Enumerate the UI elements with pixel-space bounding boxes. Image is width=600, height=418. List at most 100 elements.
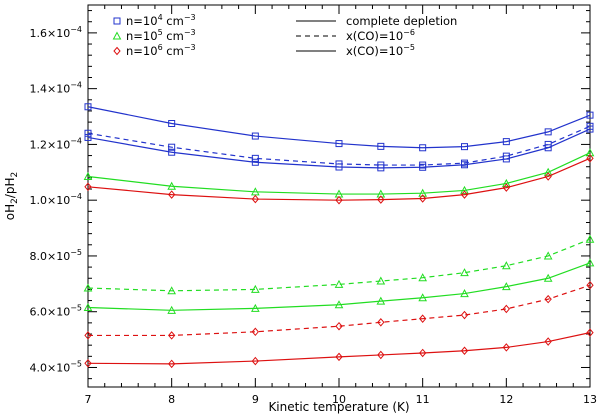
series-layer [83,103,595,369]
data-point-triangle [167,286,177,295]
data-point-diamond [84,331,92,340]
legend-label: n=104 cm−3 [126,13,196,28]
data-point-triangle [376,296,386,305]
data-point-diamond [84,182,92,192]
series-line [87,125,591,166]
series-line [87,262,591,311]
data-point-triangle [83,283,93,292]
legend-entry-density: n=106 cm−3 [113,43,196,58]
data-point-triangle [250,303,260,312]
data-point-triangle [418,273,428,282]
x-tick-label: 10 [332,393,346,406]
data-point-diamond [586,328,594,337]
data-point-diamond [377,350,385,360]
data-point-triangle [334,300,344,309]
data-point-triangle [376,276,386,285]
data-point-triangle [460,268,469,277]
data-point-diamond [502,183,510,192]
data-point-square [544,144,552,152]
data-point-square [251,154,259,162]
y-tick-label: 1.6×10−4 [29,25,82,40]
data-point-square [586,125,594,133]
data-point-square [168,148,176,156]
legend-entry-density: n=105 cm−3 [112,28,196,43]
data-point-triangle [83,171,93,180]
y-axis-label-sub: 2 [10,198,20,204]
series-line [88,284,591,337]
data-point-triangle [501,178,511,187]
data-point-triangle [585,234,595,243]
data-point-diamond [586,154,594,163]
data-point-square [251,132,259,140]
legend-entry-density: n=104 cm−3 [113,13,196,28]
data-point-triangle [83,302,93,312]
y-tick-label: 1.2×10−4 [29,136,82,151]
data-point-square [461,161,468,169]
data-point-triangle [543,167,553,176]
data-point-diamond [502,343,510,352]
data-point-diamond [168,359,176,369]
x-tick-label: 12 [499,393,513,406]
data-point-square [168,143,176,151]
data-point-diamond [460,310,469,320]
tick-layer: 7 8 9 10 11 12 13 4.0×10−5 6.0×10−5 8.0×10−5 1.0×1… [29,5,597,406]
data-point-diamond [335,321,343,331]
data-point-square [502,138,510,146]
series-square-dashed [84,122,594,169]
series-line [87,106,591,149]
data-point-triangle [501,282,511,291]
data-point-triangle [250,284,260,293]
data-point-triangle [167,181,177,190]
data-point-square [168,120,176,128]
data-point-triangle [585,258,595,267]
data-point-triangle [543,273,553,282]
series-line [87,157,591,201]
legend-label: complete depletion [346,14,457,28]
legend-entry-style: complete depletion [296,14,457,28]
x-axis-label: Kinetic temperature (K) [268,400,409,414]
data-point-diamond [251,327,259,337]
y-tick-label: 1.4×10−4 [29,81,82,96]
data-point-triangle [112,31,122,40]
data-point-diamond [502,304,510,314]
x-tick-label: 9 [252,393,259,406]
data-point-square [84,133,92,141]
data-point-triangle [460,289,469,298]
series-square-solid [84,125,594,172]
y-axis-label-part: oH [3,204,17,220]
legend-label: x(CO)=10−5 [346,43,415,58]
y-axis-label-sub: 2 [10,172,20,178]
data-point-square [251,158,259,166]
data-point-diamond [377,195,385,204]
series-diamond-dashed [84,280,594,340]
data-point-diamond [419,194,427,203]
data-point-diamond [460,190,469,199]
data-point-triangle [167,305,177,314]
data-point-diamond [460,346,469,356]
data-point-triangle [585,148,595,157]
legend-label: n=106 cm−3 [126,43,196,58]
series-diamond-solid [84,328,594,369]
data-point-diamond [586,280,594,290]
series-square-solid [84,103,594,152]
x-tick-label: 13 [583,393,597,406]
data-point-diamond [335,195,343,205]
x-tick-label: 8 [168,393,175,406]
axis-labels: Kinetic temperature (K) oH2/pH2 [3,172,410,414]
data-point-triangle [376,189,386,198]
y-tick-label: 4.0×10−5 [29,359,82,374]
series-line [87,128,591,169]
y-tick-label: 8.0×10−5 [29,248,82,263]
data-point-square [335,163,343,171]
y-tick-label: 1.0×10−4 [29,192,82,207]
data-point-diamond [251,356,259,366]
data-point-diamond [419,348,427,358]
data-point-triangle [418,293,428,302]
data-point-square [377,142,385,150]
y-tick-label: 6.0×10−5 [29,304,82,319]
data-point-square [377,164,385,172]
data-point-square [419,163,427,171]
series-line [87,238,591,292]
